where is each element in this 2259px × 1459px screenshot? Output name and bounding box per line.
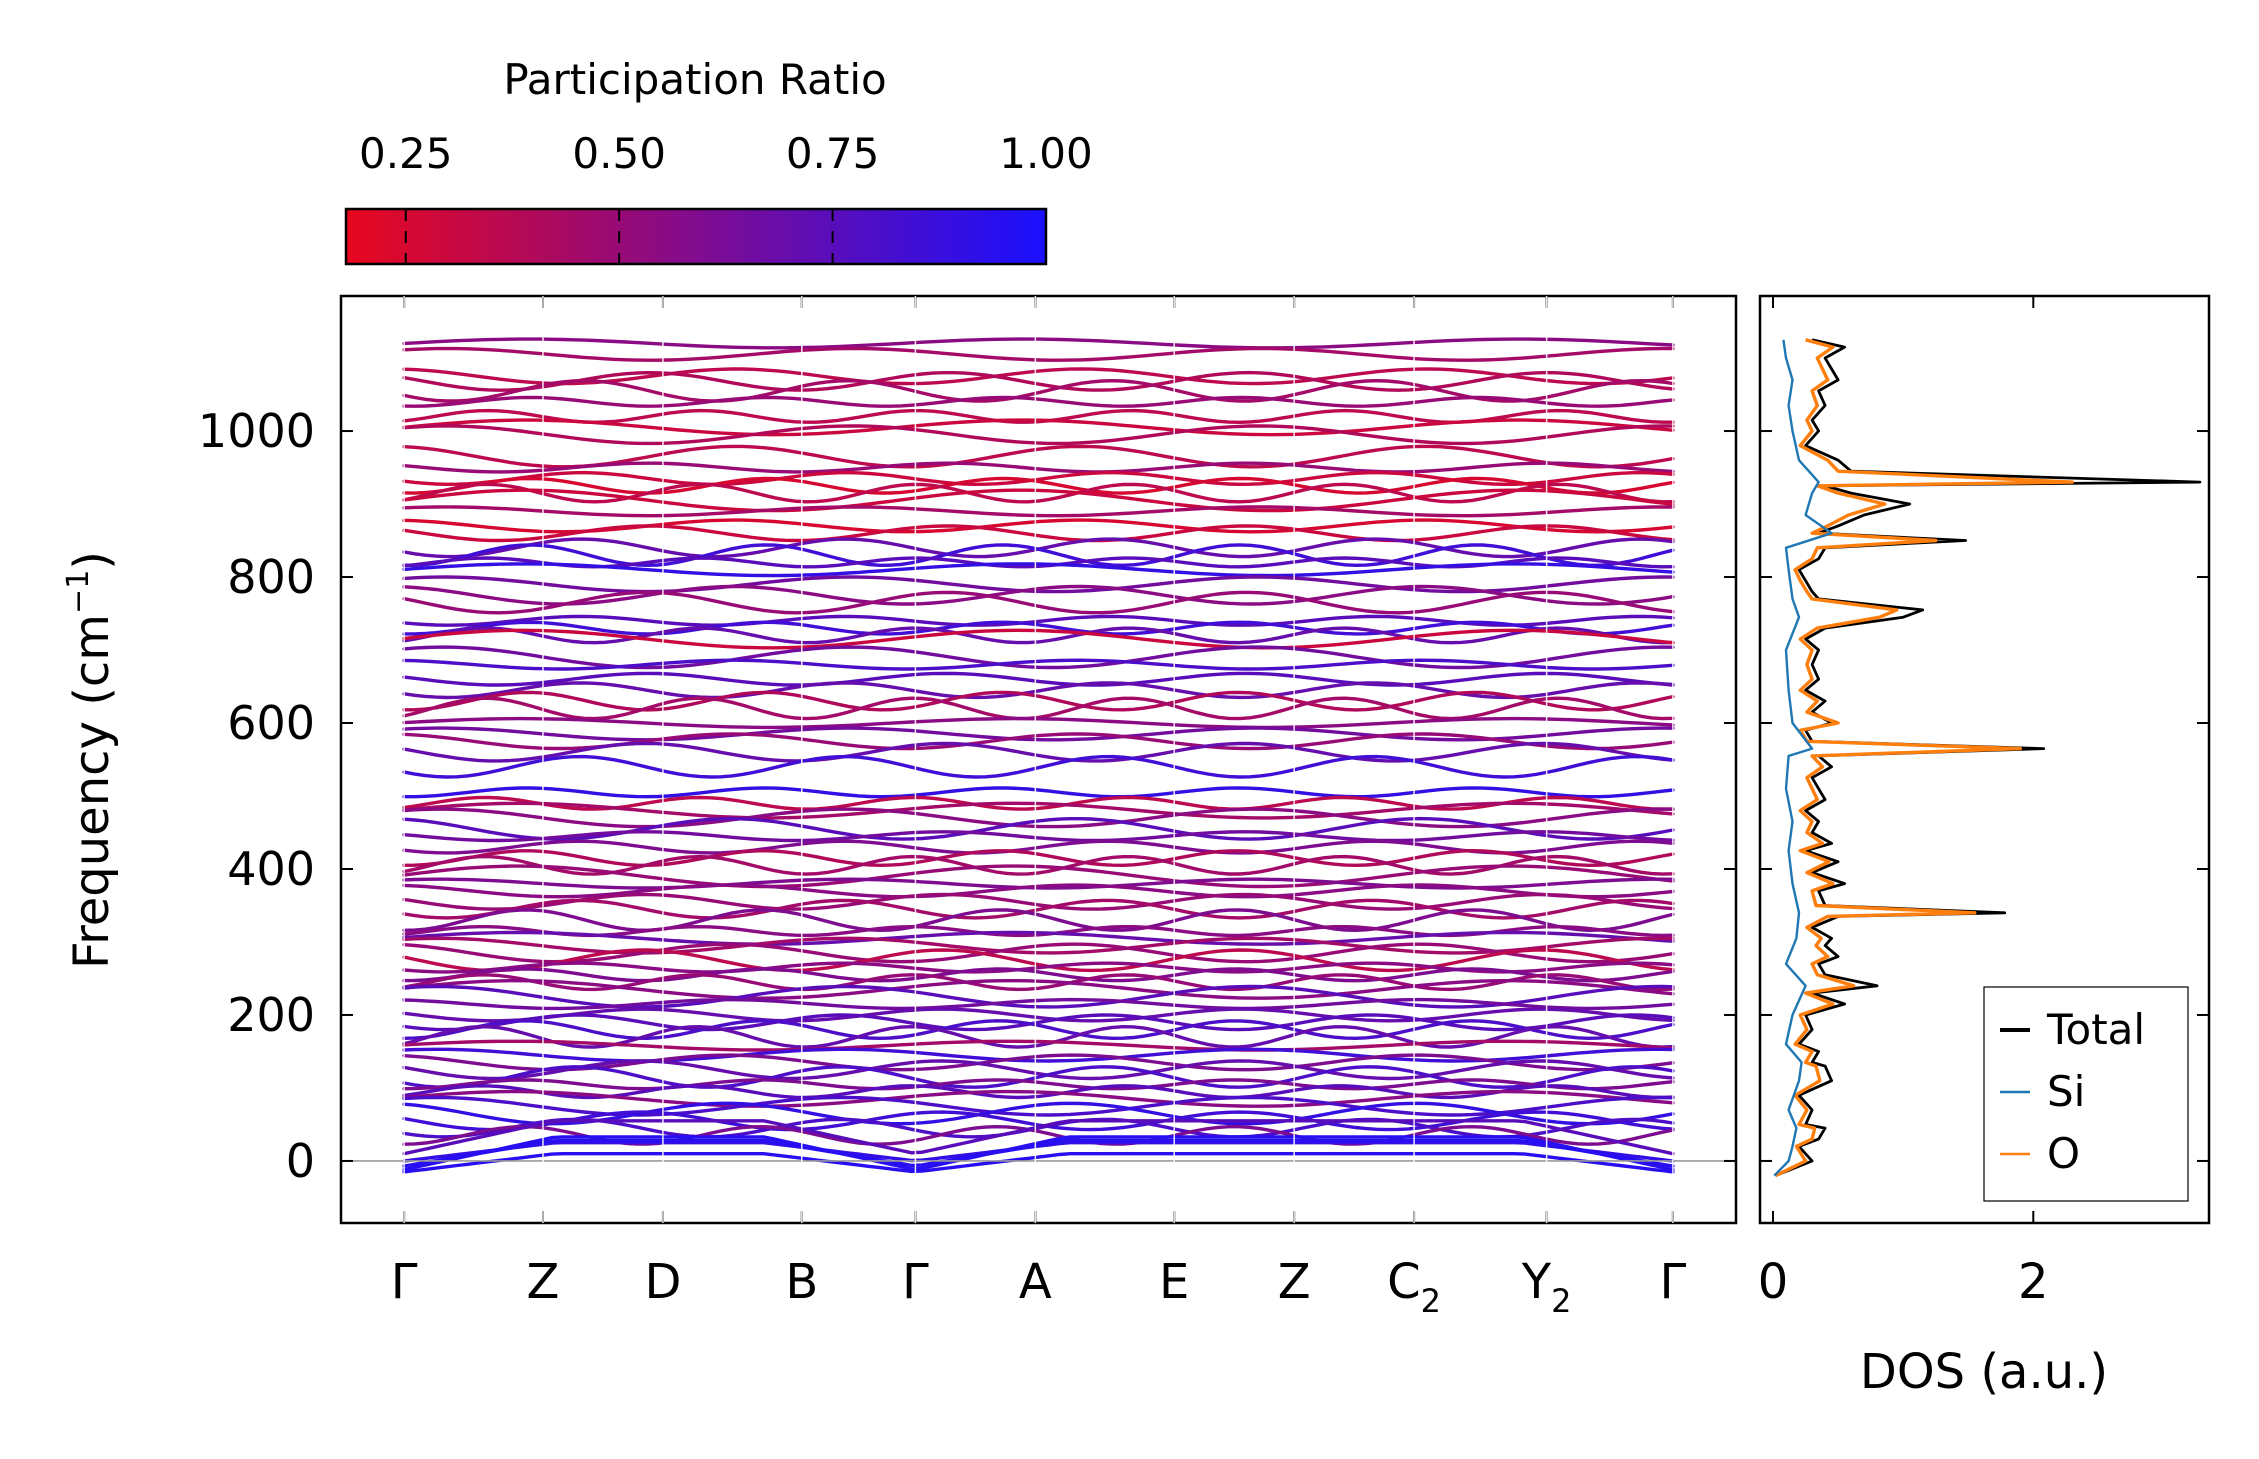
colorbar-tick-label: 1.00 bbox=[999, 129, 1093, 178]
phonon-band bbox=[404, 446, 1673, 466]
k-point-label: Γ bbox=[902, 1254, 929, 1310]
phonon-band bbox=[404, 398, 1673, 407]
dos-series-si bbox=[1774, 340, 1831, 1176]
phonon-band bbox=[404, 426, 1673, 444]
colorbar-tick-label: 0.25 bbox=[359, 129, 453, 178]
dos-x-axis-label: DOS (a.u.) bbox=[1860, 1344, 2108, 1400]
k-point-label: Z bbox=[1278, 1254, 1311, 1310]
k-point-label: Γ bbox=[1660, 1254, 1687, 1310]
k-point-label: Z bbox=[527, 1254, 560, 1310]
phonon-band bbox=[404, 647, 1673, 667]
phonon-band bbox=[404, 463, 1673, 472]
dos-legend: Total Si O bbox=[1984, 987, 2188, 1201]
k-point-label: B bbox=[785, 1254, 818, 1310]
phonon-band bbox=[404, 564, 1673, 576]
figure-canvas: Participation Ratio 0.25 0.50 0.75 1.00 020… bbox=[0, 0, 2259, 1455]
y-tick-label: 0 bbox=[286, 1134, 315, 1188]
k-point-label: E bbox=[1159, 1254, 1189, 1310]
k-point-label: Y2 bbox=[1521, 1254, 1572, 1320]
colorbar-gradient bbox=[346, 209, 1046, 264]
phonon-band bbox=[404, 339, 1673, 348]
phonon-band bbox=[404, 719, 1673, 728]
band-structure-panel: 0 200 400 600 800 1000 Γ Z D B Γ A E Z C2 Y2 Γ Frequenc… bbox=[61, 296, 1736, 1320]
legend-label: Total bbox=[2046, 1005, 2145, 1054]
phonon-band bbox=[404, 1154, 1673, 1172]
colorbar-title: Participation Ratio bbox=[503, 55, 886, 104]
colorbar-tick-label: 0.50 bbox=[572, 129, 666, 178]
legend-label: O bbox=[2047, 1129, 2080, 1178]
legend-label: Si bbox=[2047, 1067, 2085, 1116]
colorbar: Participation Ratio 0.25 0.50 0.75 1.00 bbox=[346, 55, 1093, 264]
phonon-band bbox=[404, 349, 1673, 361]
band-lines bbox=[404, 339, 1673, 1172]
k-point-label: A bbox=[1019, 1254, 1052, 1310]
phonon-band bbox=[404, 788, 1673, 797]
k-point-label: Γ bbox=[391, 1254, 418, 1310]
phonon-band bbox=[404, 933, 1673, 945]
k-point-label: C2 bbox=[1387, 1254, 1441, 1320]
phonon-band bbox=[404, 757, 1673, 777]
y-tick-label: 600 bbox=[227, 696, 315, 750]
colorbar-tick-label: 0.75 bbox=[786, 129, 880, 178]
y-tick-label: 200 bbox=[227, 988, 315, 1042]
dos-x-tick-label: 2 bbox=[2018, 1254, 2049, 1310]
dos-panel: 0 2 DOS (a.u.) Total Si O bbox=[1758, 296, 2209, 1400]
phonon-band bbox=[404, 507, 1673, 516]
phonon-band bbox=[404, 969, 1673, 981]
dos-x-tick-label: 0 bbox=[1758, 1254, 1789, 1310]
k-point-label: D bbox=[644, 1254, 681, 1310]
figure: Participation Ratio 0.25 0.50 0.75 1.00 0 20… bbox=[0, 0, 2259, 1455]
phonon-band bbox=[404, 910, 1673, 930]
y-tick-label: 800 bbox=[227, 550, 315, 604]
y-tick-label: 400 bbox=[227, 842, 315, 896]
y-axis-label: Frequency (cm−1) bbox=[61, 551, 120, 969]
y-tick-label: 1000 bbox=[198, 404, 315, 458]
